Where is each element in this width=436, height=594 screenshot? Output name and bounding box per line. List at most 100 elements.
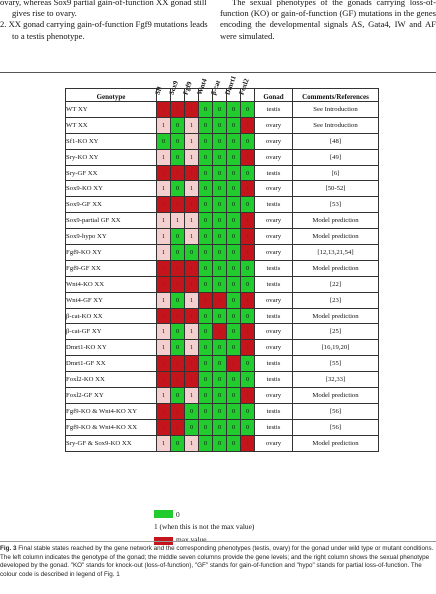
table-row: WT XX 1 0 1 0 0 0 1 ovary See Introduction [65, 116, 379, 134]
gene-level-cell: 0 [226, 418, 241, 436]
gonad-cell: ovary [254, 323, 293, 341]
list-item: 2. XX gonad carrying gain-of-function Fg… [0, 19, 208, 41]
gene-level-cell: 1 [156, 101, 171, 118]
gene-header-cell [156, 88, 171, 102]
gene-level-cell: 1 [184, 291, 199, 309]
gene-level-cell: 0 [240, 259, 255, 277]
gene-level-cell: 0 [212, 434, 227, 452]
gene-level-cell: 0 [226, 132, 241, 150]
gene-level-cell: 0 [156, 132, 171, 150]
gene-level-cell: 0 [198, 402, 213, 420]
gene-level-cell: 1 [184, 387, 199, 404]
gene-header-cell [170, 88, 185, 102]
right-column-text: The sexual phenotypes of the gonads carr… [220, 0, 436, 42]
gene-level-cell: 0 [240, 101, 255, 118]
gene-level-cell: 1 [156, 402, 171, 420]
genotype-cell: Sox9-hypo XY [65, 228, 157, 246]
table-row: Sry-KO XY 1 0 1 0 0 0 1 ovary [49] [65, 148, 379, 166]
gene-level-cell: 1 [170, 355, 185, 373]
genotype-cell: Sry-KO XY [65, 148, 157, 166]
gonad-cell: testis [254, 275, 293, 293]
gonad-cell: testis [254, 402, 293, 420]
gene-level-cell: 1 [184, 259, 199, 277]
gonad-cell: testis [254, 355, 293, 373]
table-row: β-cat-KO XX 1 1 1 0 0 0 0 testis Model prediction [65, 307, 379, 325]
genotype-cell: Sox9-partial GF XX [65, 212, 157, 230]
gene-level-cell: 0 [226, 259, 241, 277]
gene-level-cell: 1 [184, 101, 199, 118]
gene-level-cell: 0 [198, 212, 213, 230]
genotype-table: Genotype Gonad Comments/References WT XY… [65, 88, 379, 452]
gonad-cell: ovary [254, 434, 293, 452]
gene-level-cell: 0 [212, 196, 227, 214]
gene-level-cell: 0 [198, 371, 213, 389]
comment-cell: Model prediction [292, 212, 379, 230]
gene-level-cell: 0 [184, 244, 199, 261]
gene-level-cell: 0 [212, 339, 227, 357]
gene-level-cell: 1 [184, 116, 199, 134]
gene-level-cell: 1 [170, 371, 185, 389]
comment-cell: Model prediction [292, 434, 379, 452]
gene-level-cell: 0 [198, 132, 213, 150]
gene-level-cell: 0 [226, 371, 241, 389]
genotype-cell: β-cat-GF XY [65, 323, 157, 341]
gonad-cell: ovary [254, 212, 293, 230]
paragraph: The sexual phenotypes of the gonads carr… [220, 0, 436, 41]
gene-level-cell: 1 [240, 323, 255, 341]
gene-level-cell: 0 [226, 164, 241, 182]
gene-level-cell: 0 [226, 244, 241, 261]
table-row: Sox9-GF XX 1 1 1 0 0 0 0 testis [53] [65, 196, 379, 214]
gene-level-cell: 1 [156, 196, 171, 214]
gene-level-cell: 1 [156, 164, 171, 182]
comment-cell: [25] [292, 323, 379, 341]
gene-level-cell: 1 [240, 291, 255, 309]
gonad-cell: testis [254, 307, 293, 325]
gene-level-cell: 1 [156, 339, 171, 357]
gene-header-cell [198, 88, 213, 102]
gene-level-cell: 1 [184, 371, 199, 389]
gene-level-cell: 0 [198, 259, 213, 277]
gene-level-cell: 1 [156, 371, 171, 389]
genotype-cell: Foxl2-GF XY [65, 387, 157, 404]
gene-level-cell: 1 [156, 148, 171, 166]
gene-level-cell: 0 [240, 196, 255, 214]
gene-level-cell: 1 [156, 116, 171, 134]
top-rule [0, 72, 436, 73]
gene-level-cell: 1 [170, 307, 185, 325]
gonad-cell: ovary [254, 387, 293, 404]
table-row: Sf1-KO XY 0 0 1 0 0 0 0 ovary [48] [65, 132, 379, 150]
gene-level-cell: 0 [212, 259, 227, 277]
gonad-cell: testis [254, 101, 293, 118]
comment-cell: [50-52] [292, 180, 379, 198]
gene-level-cell: 0 [226, 228, 241, 246]
gene-level-cell: 0 [198, 116, 213, 134]
table-row: Sox9-partial GF XX 1 1 1 0 0 0 1 ovary Model pred… [65, 212, 379, 230]
table-row: Foxl2-GF XY 1 0 1 0 0 0 1 ovary Model prediction [65, 387, 379, 404]
genotype-cell: Fgf9-KO XY [65, 244, 157, 261]
gene-level-cell: 1 [156, 212, 171, 230]
gene-level-cell: 0 [198, 434, 213, 452]
table-row: Sox9-KO XY 1 0 1 0 0 0 1 ovary [50-52] [65, 180, 379, 198]
gene-level-cell: 1 [170, 402, 185, 420]
gene-level-cell: 0 [198, 196, 213, 214]
gene-level-cell: 1 [198, 291, 213, 309]
table-row: Foxl2-KO XX 1 1 1 0 0 0 0 testis [32,33] [65, 371, 379, 389]
gene-level-cell: 1 [170, 196, 185, 214]
gene-level-cell: 0 [198, 164, 213, 182]
gene-level-cell: 0 [226, 196, 241, 214]
genotype-cell: Sox9-KO XY [65, 180, 157, 198]
comment-cell: [6] [292, 164, 379, 182]
gene-level-cell: 1 [170, 259, 185, 277]
table-row: Sry-GF & Sox9-KO XX 1 0 1 0 0 0 1 ovary Model pre… [65, 434, 379, 452]
gonad-cell: testis [254, 164, 293, 182]
comment-cell: [23] [292, 291, 379, 309]
comment-cell: Model prediction [292, 259, 379, 277]
gene-level-cell: 0 [226, 116, 241, 134]
gene-level-cell: 1 [156, 259, 171, 277]
gene-level-cell: 1 [226, 355, 241, 373]
genotype-cell: Wnt4-GF XY [65, 291, 157, 309]
gene-level-cell: 0 [240, 371, 255, 389]
gene-level-cell: 0 [212, 132, 227, 150]
gene-level-cell: 0 [212, 148, 227, 166]
gene-level-cell: 1 [240, 212, 255, 230]
